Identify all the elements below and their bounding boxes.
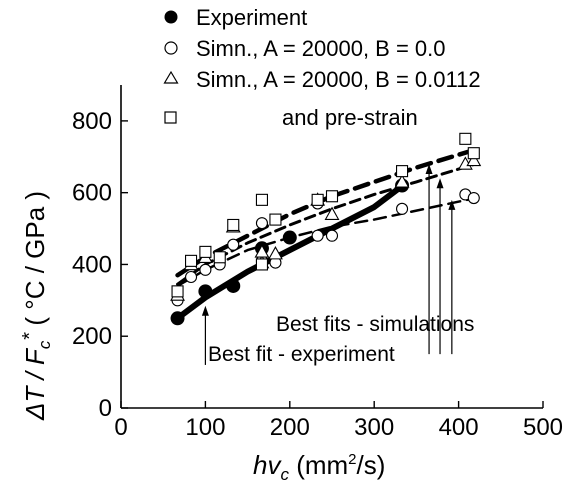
point-open-circle [185, 270, 198, 284]
point-filled-circle [282, 230, 297, 245]
point-open-square [199, 245, 212, 258]
legend-marker-experiment [164, 10, 178, 24]
point-open-square [171, 285, 184, 298]
legend-marker-pre-strain [164, 111, 177, 124]
x-tick-label: 0 [114, 414, 127, 441]
point-filled-circle [170, 311, 185, 326]
y-ticks: 0 200 400 600 800 [72, 108, 128, 422]
x-tick-label: 500 [523, 414, 563, 441]
point-open-square [227, 218, 240, 232]
point-open-square [467, 147, 480, 160]
point-open-square [185, 254, 198, 267]
legend: Experiment Simn., A = 20000, B = 0.0 Sim… [163, 5, 481, 130]
point-open-circle [396, 202, 409, 215]
point-open-circle [227, 238, 240, 251]
point-open-triangle [268, 246, 283, 260]
x-tick-label: 200 [270, 414, 310, 441]
y-tick-label: 200 [72, 323, 112, 350]
fit-curve-1 [175, 147, 478, 278]
x-tick-label: 100 [185, 414, 225, 441]
y-tick-label: 400 [72, 251, 112, 278]
point-open-square [325, 190, 339, 203]
point-open-triangle [394, 174, 410, 188]
point-open-square [269, 213, 282, 226]
point-open-circle [199, 263, 212, 276]
x-ticks: 0 100 200 300 400 500 [114, 401, 563, 441]
point-open-triangle [466, 152, 482, 167]
x-axis-label: hvc (mm2/s) [253, 450, 385, 483]
point-open-square [459, 132, 472, 145]
point-open-square [396, 165, 409, 178]
exp-fit-arrow-0-head [201, 305, 209, 316]
annotations: Best fits - simulations Best fit - experi… [201, 163, 474, 366]
point-open-square [255, 258, 268, 271]
point-open-square [311, 193, 324, 206]
data-points [170, 132, 482, 326]
annotation-sim-fits: Best fits - simulations [276, 313, 474, 336]
x-tick-label: 400 [439, 414, 479, 441]
annotation-exp-fit: Best fit - experiment [208, 343, 395, 366]
x-tick-label: 300 [354, 414, 394, 441]
point-open-circle [325, 229, 339, 242]
point-open-triangle [254, 244, 270, 258]
legend-marker-simn-b0 [164, 41, 178, 55]
point-open-square [255, 193, 268, 206]
sim-fit-arrow-2-head [448, 199, 456, 210]
point-filled-circle [198, 284, 213, 299]
sim-fit-arrow-1-head [436, 178, 444, 189]
y-tick-label: 800 [72, 108, 112, 135]
fit-curve-0 [174, 181, 407, 322]
legend-marker-simn-b0112 [163, 70, 179, 84]
point-filled-circle [226, 278, 241, 293]
y-tick-label: 0 [99, 395, 112, 422]
y-tick-label: 600 [72, 180, 112, 207]
sim-fit-arrow-0-head [425, 163, 433, 174]
axes: 0 100 200 300 400 500 0 200 400 600 800 [72, 85, 563, 441]
legend-label-experiment: Experiment [196, 5, 307, 30]
legend-label-simn-b0: Simn., A = 20000, B = 0.0 [196, 36, 446, 61]
point-open-circle [467, 192, 480, 205]
fit-curve-2 [176, 162, 477, 286]
point-open-circle [255, 217, 268, 230]
legend-label-pre-strain: and pre-strain [282, 105, 418, 130]
legend-label-simn-b0112: Simn., A = 20000, B = 0.0112 [196, 67, 481, 92]
point-open-circle [311, 229, 324, 242]
fit-curve-3 [176, 196, 477, 288]
point-open-square [213, 251, 226, 264]
y-axis-label: ΔT / Fc* ( °C / GPa ) [19, 191, 54, 421]
point-open-triangle [324, 206, 340, 220]
